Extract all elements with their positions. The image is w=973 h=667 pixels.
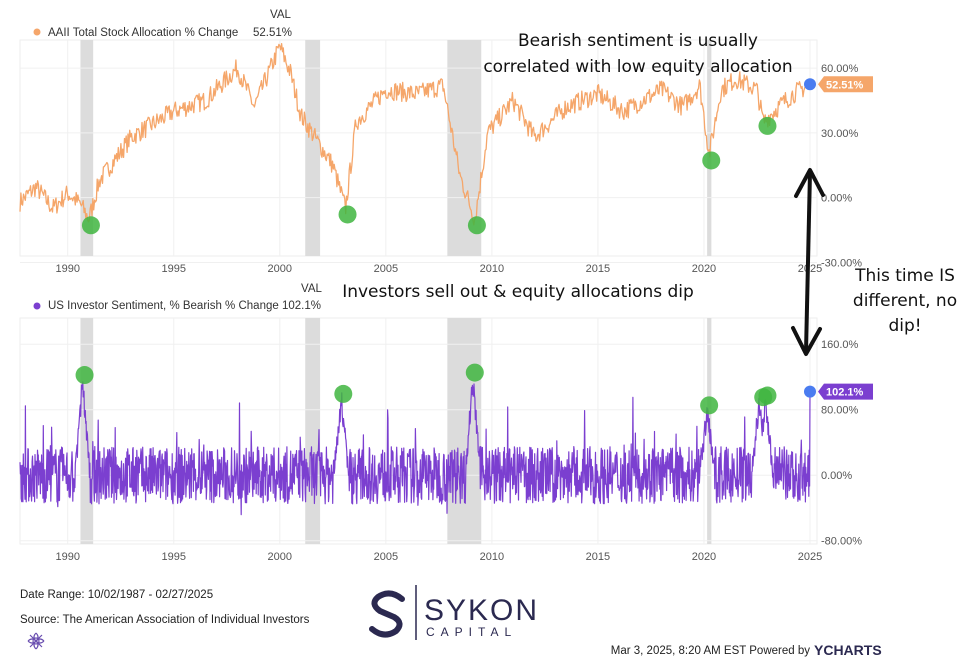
top-highlight-circle-3 — [702, 151, 721, 170]
bot-x-tick-2025: 2025 — [798, 551, 822, 563]
bot-x-tick-2005: 2005 — [374, 551, 398, 563]
bot-recession-band-1 — [305, 318, 321, 544]
bot-x-tick-2000: 2000 — [268, 551, 292, 563]
bearish-value-badge — [818, 383, 873, 400]
allocation-series-line — [19, 42, 811, 226]
bot-y-tick-0: 160.0% — [821, 339, 859, 351]
date-range: Date Range: 10/02/1987 - 02/27/2025 — [20, 589, 213, 601]
bearish-value-badge-label: 102.1% — [826, 387, 864, 399]
bottom-y-ticks: 160.0% 80.00% 0.00% -80.00% — [821, 339, 862, 548]
bot-y-tick-1: 80.00% — [821, 405, 859, 417]
top-recession-band-3 — [707, 40, 712, 256]
top-y-tick-2: 0.00% — [821, 193, 852, 205]
top-highlight-circle-0 — [81, 216, 100, 235]
bottom-legend-series: US Investor Sentiment, % Bearish % Chang… — [48, 300, 279, 312]
flower-icon — [27, 632, 45, 650]
bottom-highlight-circles — [75, 363, 777, 415]
allocation-value-badge-label: 52.51% — [826, 79, 864, 91]
top-highlight-circle-2 — [467, 216, 486, 235]
bot-recession-band-2 — [447, 318, 482, 544]
top-y-ticks: 60.00% 30.00% 0.00% -30.00% — [821, 63, 862, 269]
top-x-tick-1995: 1995 — [162, 263, 186, 275]
bottom-highlight-circle-2 — [465, 363, 484, 382]
bot-y-tick-3: -80.00% — [821, 536, 862, 548]
top-x-ticks: 1990 1995 2000 2005 2010 2015 2020 2025 — [55, 263, 822, 275]
top-x-tick-2000: 2000 — [268, 263, 292, 275]
sykon-s-mark — [369, 590, 405, 638]
bearish-endpoint-marker — [804, 385, 816, 398]
bottom-x-ticks: 1990 1995 2000 2005 2010 2015 2020 2025 — [55, 551, 822, 563]
allocation-value-badge — [818, 76, 873, 93]
top-highlight-circle-4 — [758, 116, 777, 135]
bot-x-tick-1990: 1990 — [55, 551, 79, 563]
top-x-tick-2015: 2015 — [586, 263, 610, 275]
top-x-tick-2010: 2010 — [480, 263, 504, 275]
annotation-top-line2: correlated with low equity allocation — [483, 57, 792, 77]
double-arrow — [791, 168, 825, 356]
annotation-middle: Investors sell out & equity allocations … — [342, 282, 694, 302]
bot-x-tick-2020: 2020 — [692, 551, 716, 563]
source-text: Source: The American Association of Indi… — [20, 614, 310, 626]
annotation-right-line2: different, no — [853, 291, 957, 311]
bearish-series-line — [19, 381, 811, 516]
logo-main-text: SYKON — [424, 594, 539, 627]
top-panel-frame — [19, 39, 818, 257]
top-y-tick-3: -30.00% — [821, 257, 862, 269]
bottom-highlight-circle-1 — [334, 384, 353, 403]
bottom-highlight-circle-0 — [75, 366, 94, 385]
top-x-tick-2005: 2005 — [374, 263, 398, 275]
top-legend-header: VAL — [270, 9, 291, 21]
top-highlight-circles — [81, 116, 777, 235]
allocation-endpoint-marker — [804, 78, 816, 91]
bot-x-tick-2015: 2015 — [586, 551, 610, 563]
timestamp-text: Mar 3, 2025, 8:20 AM EST Powered by — [611, 645, 810, 657]
bottom-legend-value: 102.1% — [282, 300, 321, 312]
top-gridlines — [20, 40, 817, 263]
ycharts-logo: YCHARTS — [814, 642, 882, 658]
top-x-tick-2025: 2025 — [798, 263, 822, 275]
top-x-tick-1990: 1990 — [55, 263, 79, 275]
sykon-logo: SYKON CAPITAL — [369, 585, 539, 640]
top-recession-band-1 — [305, 40, 321, 256]
top-y-tick-1: 30.00% — [821, 128, 859, 140]
bottom-highlight-circle-3 — [700, 396, 719, 415]
logo-sub-text: CAPITAL — [426, 625, 517, 639]
top-highlight-circle-1 — [338, 205, 357, 224]
top-legend-series: AAII Total Stock Allocation % Change — [48, 27, 238, 39]
bottom-panel-frame — [19, 317, 818, 545]
bottom-legend-header: VAL — [301, 283, 322, 295]
annotation-right-line1: This time IS — [854, 266, 955, 286]
bot-x-tick-2010: 2010 — [480, 551, 504, 563]
bot-y-tick-2: 0.00% — [821, 470, 852, 482]
top-x-tick-2020: 2020 — [692, 263, 716, 275]
annotation-right-line3: dip! — [888, 316, 921, 336]
bottom-highlight-circle-5 — [758, 386, 777, 405]
bot-x-tick-1995: 1995 — [162, 551, 186, 563]
bottom-legend-dot — [33, 302, 41, 310]
bottom-recession-bands — [80, 318, 712, 544]
top-y-tick-0: 60.00% — [821, 63, 859, 75]
annotation-top-line1: Bearish sentiment is usually — [518, 31, 758, 51]
top-legend-value: 52.51% — [253, 27, 292, 39]
top-legend-dot — [33, 28, 41, 36]
